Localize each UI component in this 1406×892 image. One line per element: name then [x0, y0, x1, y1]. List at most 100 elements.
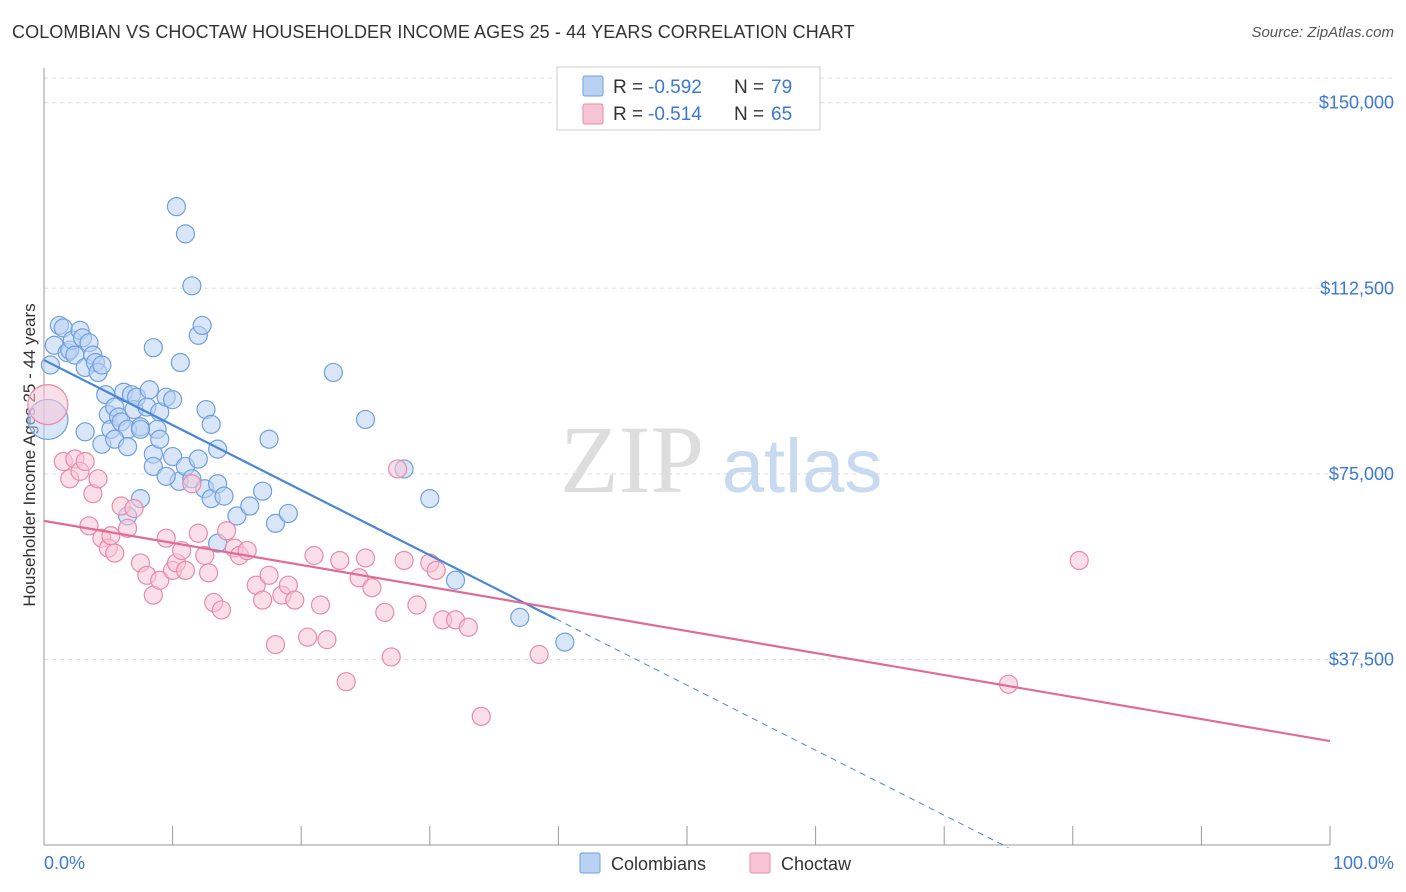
legend-n-label: N =: [734, 77, 764, 98]
colombians-point: [445, 570, 466, 590]
colombians-point: [214, 486, 234, 506]
colombians-point: [182, 276, 202, 296]
choctaw-point: [259, 565, 279, 585]
choctaw-point: [182, 474, 202, 494]
colombians-trend-line: [43, 359, 557, 620]
choctaw-point: [211, 600, 232, 620]
x-tick-labels: 0.0% 100.0%: [44, 853, 1394, 873]
colombians-point: [117, 437, 138, 457]
watermark: ZIP atlas: [560, 406, 882, 513]
y-tick-label: $112,500: [1320, 278, 1394, 298]
choctaw-point: [394, 550, 414, 571]
choctaw-point: [362, 578, 382, 598]
choctaw-trend-line: [43, 519, 1331, 743]
legend-r-label: R =: [613, 104, 643, 125]
colombians-point: [192, 315, 212, 336]
x-tick-label: 0.0%: [44, 853, 85, 873]
watermark-atlas: atlas: [722, 424, 883, 509]
legend-swatch-colombians: [582, 75, 604, 97]
choctaw-point: [217, 521, 237, 541]
choctaw-point: [117, 518, 138, 538]
choctaw-point: [156, 528, 176, 548]
choctaw-point: [285, 590, 305, 610]
colombians-point: [175, 224, 196, 244]
legend-n-value: 65: [771, 104, 792, 125]
chart-title: COLOMBIAN VS CHOCTAW HOUSEHOLDER INCOME …: [12, 22, 855, 42]
legend-swatch-colombians: [579, 852, 601, 874]
choctaw-point: [298, 627, 318, 647]
x-tick-label: 100.0%: [1333, 853, 1394, 873]
colombians-point: [130, 419, 151, 439]
colombians-point: [150, 429, 170, 449]
colombians-point: [265, 513, 286, 533]
gridlines: [44, 77, 1396, 660]
choctaw-point: [150, 570, 170, 590]
legend-swatch-choctaw: [749, 852, 771, 874]
colombians-point: [240, 496, 260, 516]
choctaw-point: [375, 602, 395, 623]
source-credit: Source: ZipAtlas.com: [1251, 24, 1394, 41]
choctaw-point: [175, 560, 196, 580]
choctaw-point: [253, 590, 273, 610]
choctaw-point: [124, 498, 144, 519]
colombians-point: [259, 429, 279, 449]
colombians-point: [75, 422, 95, 442]
choctaw-point: [355, 548, 376, 568]
colombians-point: [92, 355, 112, 375]
choctaw-point: [75, 451, 95, 472]
trend-lines: [43, 359, 1331, 849]
choctaw-point: [310, 595, 331, 615]
legend-r-value: -0.514: [648, 104, 702, 125]
choctaw-point: [27, 383, 69, 426]
colombians-point: [253, 481, 273, 501]
legend-n-value: 79: [771, 77, 792, 98]
axes: [43, 68, 1331, 846]
choctaw-point: [381, 647, 401, 667]
choctaw-point: [407, 595, 427, 615]
stats-legend: R = -0.592 N = 79 R = -0.514 N = 65: [556, 66, 821, 131]
choctaw-point: [105, 543, 125, 563]
colombians-point: [208, 439, 228, 459]
colombians-point: [156, 466, 176, 486]
colombians-point: [188, 449, 208, 469]
series-legend: Colombians Choctaw: [579, 852, 852, 874]
colombians-point: [355, 409, 376, 430]
choctaw-point: [304, 545, 324, 566]
colombians-point: [227, 506, 247, 526]
choctaw-point: [426, 560, 446, 580]
colombians-point: [278, 503, 298, 524]
choctaw-point: [330, 550, 350, 571]
legend-r-label: R =: [613, 77, 643, 98]
choctaw-point: [1069, 550, 1089, 571]
y-tick-label: $150,000: [1319, 93, 1394, 113]
legend-n-label: N =: [734, 104, 764, 125]
y-tick-label: $37,500: [1329, 649, 1394, 669]
colombians-point: [420, 489, 440, 509]
choctaw-point: [188, 523, 208, 543]
legend-swatch-choctaw: [582, 103, 604, 125]
series-choctaw: [27, 383, 1089, 726]
legend-label-choctaw: Choctaw: [781, 854, 852, 874]
series-colombians: [27, 197, 575, 652]
choctaw-point: [388, 459, 408, 479]
colombians-point: [143, 338, 163, 358]
choctaw-point: [336, 672, 356, 692]
choctaw-point: [471, 706, 491, 726]
colombians-point: [163, 390, 183, 410]
choctaw-point: [265, 634, 286, 655]
choctaw-point: [458, 617, 478, 637]
choctaw-point: [317, 630, 337, 650]
choctaw-point: [529, 644, 549, 665]
y-tick-label: $75,000: [1329, 464, 1394, 484]
colombians-point: [323, 362, 343, 383]
choctaw-point: [88, 469, 108, 489]
colombians-point: [201, 414, 221, 434]
colombians-point: [510, 607, 530, 627]
choctaw-point: [101, 526, 121, 546]
colombians-trend-extension: [555, 618, 1009, 849]
colombians-point: [163, 446, 183, 467]
colombians-point: [40, 355, 61, 375]
legend-r-value: -0.592: [648, 77, 702, 98]
colombians-point: [166, 197, 187, 217]
